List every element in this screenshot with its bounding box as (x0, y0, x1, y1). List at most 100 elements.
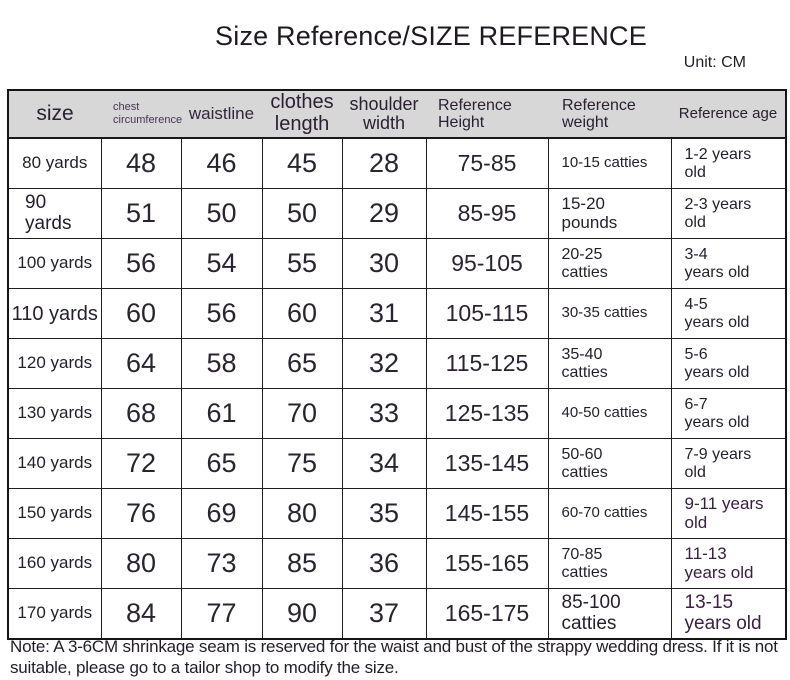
cell-waist: 46 (180, 137, 263, 189)
column-header-age: Reference age (671, 90, 786, 139)
cell-weight: 70-85 catties (547, 538, 672, 589)
cell-chest: 64 (100, 338, 182, 389)
cell-height: 125-135 (425, 388, 549, 439)
cell-chest: 51 (100, 188, 182, 239)
size-reference-table: size chest circumference waistline clothes … (7, 89, 787, 640)
unit-label: Unit: CM (683, 54, 746, 71)
cell-weight: 10-15 catties (547, 137, 672, 189)
cell-chest: 72 (100, 438, 182, 489)
cell-height: 115-125 (425, 338, 549, 389)
cell-size: 150 yards (7, 488, 102, 539)
cell-weight: 15-20 pounds (547, 188, 672, 239)
cell-age: 11-13 years old (670, 538, 787, 589)
cell-waist: 77 (180, 588, 263, 640)
footnote: Note: A 3-6CM shrinkage seam is reserved… (10, 637, 778, 678)
cell-age: 13-15 years old (670, 588, 787, 640)
cell-height: 165-175 (425, 588, 549, 640)
cell-length: 50 (261, 188, 343, 239)
cell-size: 130 yards (7, 388, 102, 439)
cell-shoulder: 29 (341, 188, 427, 239)
cell-shoulder: 36 (341, 538, 427, 589)
cell-length: 65 (261, 338, 343, 389)
cell-shoulder: 31 (341, 288, 427, 339)
cell-age: 6-7 years old (670, 388, 787, 439)
cell-height: 75-85 (425, 137, 549, 189)
cell-weight: 85-100 catties (547, 588, 672, 640)
cell-length: 75 (261, 438, 343, 489)
table-row: 160 yards 80 73 85 36 155-165 70-85 catties 11-… (7, 538, 787, 589)
cell-age: 1-2 years old (670, 137, 787, 189)
column-header-length: clothes length (262, 90, 342, 139)
cell-height: 155-165 (425, 538, 549, 589)
cell-weight: 40-50 catties (547, 388, 672, 439)
cell-shoulder: 34 (341, 438, 427, 489)
page-title: Size Reference/SIZE REFERENCE (215, 21, 647, 51)
cell-length: 60 (261, 288, 343, 339)
cell-size: 80 yards (7, 137, 102, 189)
table-row: 100 yards 56 54 55 30 95-105 20-25 catties 3-4 … (7, 238, 787, 289)
cell-weight: 50-60 catties (547, 438, 672, 489)
cell-weight: 30-35 catties (547, 288, 672, 339)
cell-length: 55 (261, 238, 343, 289)
cell-shoulder: 32 (341, 338, 427, 389)
cell-weight: 60-70 catties (547, 488, 672, 539)
table-row: 110 yards 60 56 60 31 105-115 30-35 catties 4-5… (7, 288, 787, 339)
cell-height: 105-115 (425, 288, 549, 339)
cell-weight: 20-25 catties (547, 238, 672, 289)
column-header-waist: waistline (181, 90, 262, 139)
cell-size: 90 yards (7, 188, 102, 239)
cell-size: 120 yards (7, 338, 102, 389)
table-row: 90 yards 51 50 50 29 85-95 15-20 pounds 2-3 yea… (7, 188, 787, 239)
table-header: size chest circumference waistline clothes … (8, 90, 786, 139)
cell-shoulder: 30 (341, 238, 427, 289)
cell-size: 160 yards (7, 538, 102, 589)
cell-size: 110 yards (7, 288, 102, 339)
cell-weight: 35-40 catties (547, 338, 672, 389)
table-row: 80 yards 48 46 45 28 75-85 10-15 catties 1-2 ye… (7, 137, 787, 189)
cell-height: 95-105 (425, 238, 549, 289)
cell-height: 135-145 (425, 438, 549, 489)
cell-waist: 50 (180, 188, 263, 239)
cell-age: 7-9 years old (670, 438, 787, 489)
column-header-shoulder: shoulder width (342, 90, 426, 139)
column-header-height: Reference Height (426, 90, 548, 139)
cell-chest: 80 (100, 538, 182, 589)
cell-waist: 54 (180, 238, 263, 289)
cell-waist: 69 (180, 488, 263, 539)
table-row: 120 yards 64 58 65 32 115-125 35-40 catties 5-6… (7, 338, 787, 389)
cell-height: 85-95 (425, 188, 549, 239)
column-header-weight: Reference weight (548, 90, 671, 139)
cell-chest: 48 (100, 137, 182, 189)
cell-waist: 65 (180, 438, 263, 489)
cell-waist: 56 (180, 288, 263, 339)
cell-age: 2-3 years old (670, 188, 787, 239)
cell-age: 3-4 years old (670, 238, 787, 289)
cell-length: 80 (261, 488, 343, 539)
cell-chest: 84 (100, 588, 182, 640)
cell-size: 140 yards (7, 438, 102, 489)
column-header-size: size (8, 90, 101, 139)
cell-size: 170 yards (7, 588, 102, 640)
cell-height: 145-155 (425, 488, 549, 539)
cell-waist: 58 (180, 338, 263, 389)
cell-chest: 56 (100, 238, 182, 289)
cell-shoulder: 37 (341, 588, 427, 640)
cell-chest: 68 (100, 388, 182, 439)
table-row: 170 yards 84 77 90 37 165-175 85-100 catties 13… (7, 588, 787, 640)
cell-age: 4-5 years old (670, 288, 787, 339)
cell-waist: 73 (180, 538, 263, 589)
cell-chest: 60 (100, 288, 182, 339)
table-body: 80 yards 48 46 45 28 75-85 10-15 catties 1-2 ye… (7, 137, 787, 640)
column-header-chest: chest circumference (101, 90, 182, 139)
cell-age: 5-6 years old (670, 338, 787, 389)
table-row: 140 yards 72 65 75 34 135-145 50-60 catties 7-9… (7, 438, 787, 489)
table-header-row: size chest circumference waistline clothes … (8, 90, 786, 139)
table-row: 130 yards 68 61 70 33 125-135 40-50 catties 6-7… (7, 388, 787, 439)
cell-shoulder: 28 (341, 137, 427, 189)
cell-age: 9-11 years old (670, 488, 787, 539)
cell-chest: 76 (100, 488, 182, 539)
cell-length: 45 (261, 137, 343, 189)
cell-shoulder: 35 (341, 488, 427, 539)
cell-length: 90 (261, 588, 343, 640)
cell-size: 100 yards (7, 238, 102, 289)
